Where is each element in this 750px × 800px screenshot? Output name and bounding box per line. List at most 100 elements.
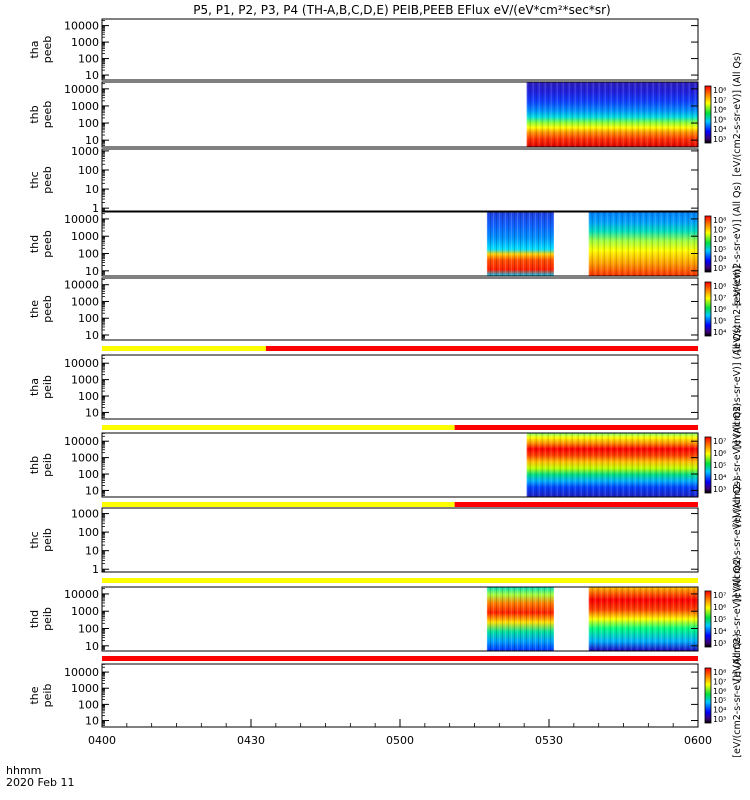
colorbar-tick-label: 10⁸ bbox=[713, 282, 726, 291]
spectrogram-streak bbox=[676, 433, 678, 497]
spectrogram-streak bbox=[574, 433, 576, 497]
colorbar-tick-label: 10³ bbox=[713, 639, 726, 648]
spectrogram-streak bbox=[657, 587, 659, 651]
spectrogram-streak bbox=[528, 212, 530, 276]
panel-frame-tha-peib bbox=[101, 354, 699, 420]
colorbar-tick-label: 10⁴ bbox=[713, 254, 726, 263]
spectrogram-block-thd-peib-1 bbox=[588, 587, 698, 651]
x-tick-label: 0600 bbox=[684, 734, 712, 747]
spectrogram-streak bbox=[516, 587, 518, 651]
spectrogram-streak bbox=[568, 433, 570, 497]
spectrogram-streak bbox=[615, 587, 617, 651]
panel-thb-peib: 10000 1000 100 10 thbpeib 10⁷ 10⁶ 10⁵ 10⁴ 10³ [eV/… bbox=[28, 403, 743, 527]
y-tick-label: 1000 bbox=[71, 374, 99, 387]
spectrogram-streak bbox=[526, 82, 528, 147]
panel-label-product: peib bbox=[41, 528, 54, 552]
colorbar-tick-label: 10³ bbox=[713, 715, 726, 724]
spectrogram-streak bbox=[663, 212, 665, 276]
panel-frame-the-peib bbox=[101, 663, 699, 728]
colorbar-thd-peeb bbox=[704, 215, 712, 273]
mode-bar-red-thd-peib bbox=[102, 656, 698, 661]
y-tick-label: 1000 bbox=[71, 230, 99, 243]
panel-label-tha-peeb: thapeeb bbox=[28, 36, 54, 64]
spectrogram-streak bbox=[538, 433, 540, 497]
spectrogram-streak bbox=[604, 433, 606, 497]
spectrogram-block-thd-peeb-0 bbox=[486, 212, 554, 276]
spectrogram-streak bbox=[690, 212, 692, 276]
spectrogram-streak bbox=[616, 82, 618, 147]
colorbar-tick-label: 10⁴ bbox=[713, 328, 726, 337]
spectrogram-streak bbox=[634, 82, 636, 147]
spectrogram-streak bbox=[681, 587, 683, 651]
y-tick-label: 100 bbox=[78, 117, 99, 130]
spectrogram-streak bbox=[550, 82, 552, 147]
spectrogram-streak bbox=[688, 82, 690, 147]
spectrogram-streak bbox=[559, 82, 561, 147]
spectrogram-streak bbox=[577, 82, 579, 147]
x-tick-label: 0400 bbox=[88, 734, 116, 747]
spectrogram-streak bbox=[646, 433, 648, 497]
spectrogram-texture-thd-peeb-0 bbox=[486, 212, 554, 276]
colorbar-tick-label: 10⁶ bbox=[713, 603, 726, 612]
y-tick-label: 100 bbox=[78, 468, 99, 481]
spectrogram-streak bbox=[541, 433, 543, 497]
spectrogram-streak bbox=[694, 433, 696, 497]
spectrogram-streak bbox=[586, 82, 588, 147]
spectrogram-streak bbox=[678, 212, 680, 276]
spectrogram-streak bbox=[654, 587, 656, 651]
spectrogram-streak bbox=[543, 587, 545, 651]
spectrogram-streak bbox=[645, 212, 647, 276]
spectrogram-streak bbox=[571, 82, 573, 147]
colorbar-tick-label: 10⁸ bbox=[713, 668, 726, 677]
x-tick-label: 0530 bbox=[535, 734, 563, 747]
spectrogram-streak bbox=[597, 212, 599, 276]
spectrogram-streak bbox=[553, 82, 555, 147]
spectrogram-streak bbox=[696, 587, 698, 651]
spectrogram-streak bbox=[507, 212, 509, 276]
spectrogram-streak bbox=[624, 587, 626, 651]
panel-frame-the-peeb bbox=[101, 277, 699, 341]
spectrogram-streak bbox=[529, 82, 531, 147]
spectrogram-streak bbox=[501, 212, 503, 276]
spectrogram-streak bbox=[694, 82, 696, 147]
colorbar-the-peeb bbox=[704, 281, 712, 337]
y-tick-label: 1000 bbox=[71, 36, 99, 49]
panel-the-peib: 10000100010010thepeib10⁸10⁷10⁶10⁵10⁴10³[… bbox=[28, 633, 743, 757]
spectrogram-block-thd-peeb-1 bbox=[588, 212, 698, 276]
x-axis-label-date: 2020 Feb 11 bbox=[6, 776, 74, 789]
spectrogram-streak bbox=[580, 82, 582, 147]
spectrogram-streak bbox=[486, 212, 488, 276]
y-tick-label: 10 bbox=[85, 640, 99, 653]
spectrogram-streak bbox=[675, 212, 677, 276]
panel-frame-thd-peeb bbox=[101, 211, 699, 277]
panel-label-thb-peib: thbpeib bbox=[28, 453, 54, 477]
spectrogram-streak bbox=[646, 82, 648, 147]
panel-frame-tha-peeb bbox=[101, 18, 699, 81]
spectrogram-streak bbox=[651, 587, 653, 651]
spectrogram-streak bbox=[513, 587, 515, 651]
y-tick-label: 10 bbox=[85, 265, 99, 278]
spectrogram-streak bbox=[670, 433, 672, 497]
x-tick-label: 0430 bbox=[237, 734, 265, 747]
colorbar-tick-label: 10⁷ bbox=[713, 96, 726, 105]
colorbar-tick-label: 10⁶ bbox=[713, 449, 726, 458]
spectrogram-streak bbox=[658, 82, 660, 147]
spectrogram-streak bbox=[636, 212, 638, 276]
spectrogram-streak bbox=[538, 82, 540, 147]
spectrogram-streak bbox=[667, 433, 669, 497]
y-tick-label: 10000 bbox=[64, 588, 99, 601]
spectrogram-streak bbox=[592, 82, 594, 147]
spectrogram-streak bbox=[532, 433, 534, 497]
y-tick-label: 1000 bbox=[71, 682, 99, 695]
spectrogram-streak bbox=[622, 433, 624, 497]
mode-bar-yellow-the-peeb bbox=[102, 346, 266, 351]
spectrogram-streak bbox=[522, 212, 524, 276]
y-tick-label: 10000 bbox=[64, 83, 99, 96]
y-tick-label: 1000 bbox=[71, 508, 99, 521]
figure-title: P5, P1, P2, P3, P4 (TH-A,B,C,D,E) PEIB,P… bbox=[193, 3, 610, 17]
y-tick-label: 10 bbox=[85, 183, 99, 196]
panel-label-product: peib bbox=[41, 375, 54, 399]
spectrogram-streak bbox=[658, 433, 660, 497]
spectrogram-streak bbox=[547, 433, 549, 497]
spectrogram-streak bbox=[666, 587, 668, 651]
